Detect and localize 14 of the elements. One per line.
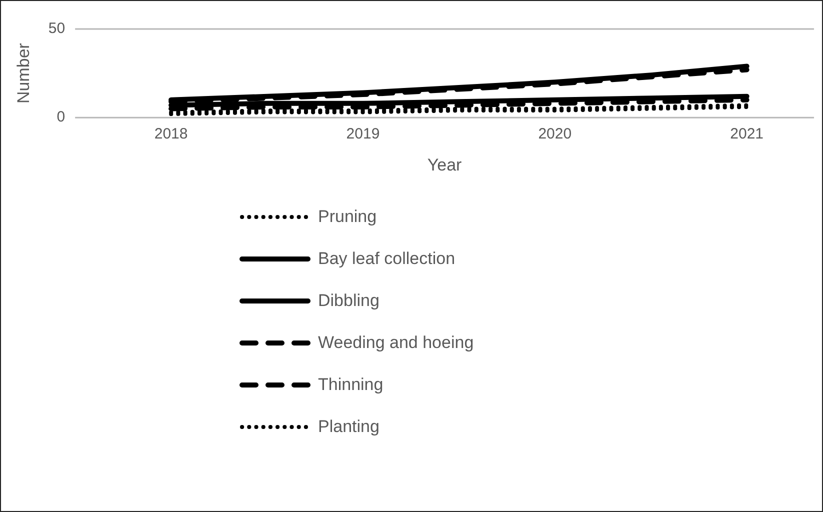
legend-label: Pruning xyxy=(318,207,377,227)
legend-label: Weeding and hoeing xyxy=(318,333,474,353)
legend-label: Bay leaf collection xyxy=(318,249,456,269)
x-tick-label: 2018 xyxy=(154,126,188,143)
x-tick-label: 2021 xyxy=(730,126,764,143)
x-tick-label: 2020 xyxy=(538,126,572,143)
y-tick-label: 50 xyxy=(48,20,66,38)
legend-label: Dibbling xyxy=(318,291,380,311)
y-axis-title: Number xyxy=(14,42,33,104)
legend-label: Planting xyxy=(318,417,380,437)
y-tick-label: 0 xyxy=(56,108,66,126)
x-tick-label: 2019 xyxy=(346,126,380,143)
x-axis-title: Year xyxy=(427,155,462,174)
legend-label: Thinning xyxy=(318,375,384,395)
